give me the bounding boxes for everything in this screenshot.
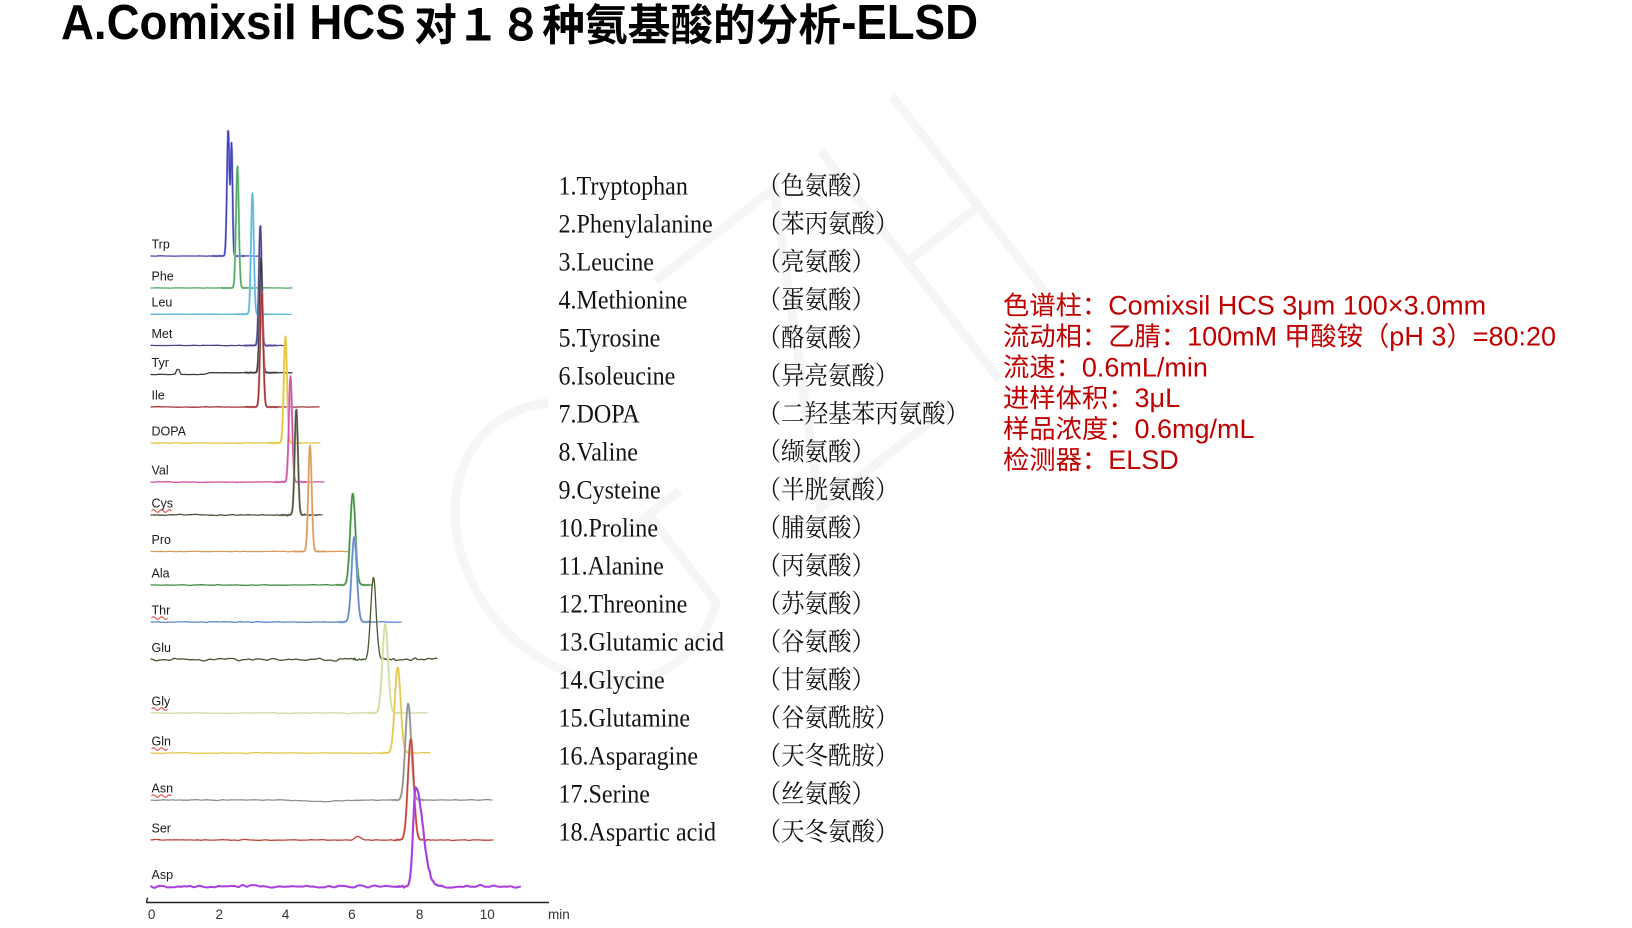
svg-text:ELSD: ELSD xyxy=(1108,445,1179,475)
svg-text:Tyr: Tyr xyxy=(152,356,169,370)
svg-text:Phe: Phe xyxy=(152,270,174,284)
svg-text:Ile: Ile xyxy=(152,389,165,403)
svg-text:6.Isoleucine: 6.Isoleucine xyxy=(559,363,676,391)
svg-text:18.Aspartic acid: 18.Aspartic acid xyxy=(559,819,717,847)
svg-text:Gly: Gly xyxy=(152,695,172,709)
svg-text:Comixsil HCS 3μm 100×3.0mm: Comixsil HCS 3μm 100×3.0mm xyxy=(1108,291,1486,321)
svg-text:Pro: Pro xyxy=(152,533,172,547)
svg-text:16.Asparagine: 16.Asparagine xyxy=(559,743,699,771)
svg-text:Leu: Leu xyxy=(152,296,173,310)
svg-text:Gln: Gln xyxy=(152,735,172,749)
svg-text:2: 2 xyxy=(216,907,224,922)
svg-text:Ser: Ser xyxy=(152,822,171,836)
svg-text:0.6mL/min: 0.6mL/min xyxy=(1082,352,1208,382)
svg-text:8.Valine: 8.Valine xyxy=(559,439,638,467)
svg-text:0: 0 xyxy=(148,907,156,922)
svg-text:0.6mg/mL: 0.6mg/mL xyxy=(1135,414,1255,444)
svg-text:15.Glutamine: 15.Glutamine xyxy=(559,705,691,733)
svg-text:1.Tryptophan: 1.Tryptophan xyxy=(559,173,689,201)
svg-text:17.Serine: 17.Serine xyxy=(559,781,650,809)
svg-text:10.Proline: 10.Proline xyxy=(559,515,658,543)
svg-text:10: 10 xyxy=(480,907,495,922)
svg-text:A.Comixsil HCS: A.Comixsil HCS xyxy=(61,0,406,50)
svg-text:12.Threonine: 12.Threonine xyxy=(559,591,688,619)
svg-text:Met: Met xyxy=(152,327,173,341)
svg-text:8: 8 xyxy=(416,907,424,922)
svg-text:Ala: Ala xyxy=(152,567,170,581)
svg-text:=80:20: =80:20 xyxy=(1473,321,1556,351)
svg-text:13.Glutamic acid: 13.Glutamic acid xyxy=(559,629,725,657)
svg-text:Thr: Thr xyxy=(152,604,171,618)
svg-text:Val: Val xyxy=(152,464,169,478)
svg-text:7.DOPA: 7.DOPA xyxy=(559,401,640,429)
svg-text:6: 6 xyxy=(348,907,356,922)
svg-text:3.Leucine: 3.Leucine xyxy=(559,249,654,277)
svg-text:pH 3: pH 3 xyxy=(1389,321,1446,351)
svg-text:4.Methionine: 4.Methionine xyxy=(559,287,688,315)
svg-text:11.Alanine: 11.Alanine xyxy=(559,553,664,581)
svg-text:2.Phenylalanine: 2.Phenylalanine xyxy=(559,211,713,239)
svg-text:Cys: Cys xyxy=(152,497,174,511)
svg-text:9.Cysteine: 9.Cysteine xyxy=(559,477,661,505)
svg-text:Trp: Trp xyxy=(152,238,170,252)
svg-text:3μL: 3μL xyxy=(1135,383,1181,413)
svg-text:-ELSD: -ELSD xyxy=(841,0,978,50)
svg-text:4: 4 xyxy=(282,907,290,922)
svg-text:Asp: Asp xyxy=(152,868,174,882)
svg-text:5.Tyrosine: 5.Tyrosine xyxy=(559,325,661,353)
svg-text:100mM: 100mM xyxy=(1187,321,1277,351)
svg-text:min: min xyxy=(548,907,570,922)
svg-text:DOPA: DOPA xyxy=(152,425,187,439)
svg-text:14.Glycine: 14.Glycine xyxy=(559,667,665,695)
svg-text:Glu: Glu xyxy=(152,641,172,655)
svg-text:Asn: Asn xyxy=(152,782,174,796)
